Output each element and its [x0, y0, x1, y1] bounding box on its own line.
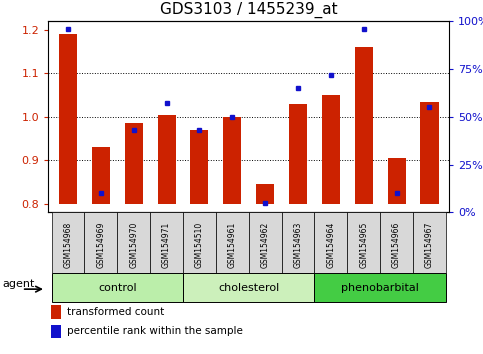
- Bar: [347, 212, 380, 273]
- Bar: [256, 184, 274, 204]
- Bar: [51, 306, 61, 319]
- Bar: [223, 117, 242, 204]
- Text: GSM154970: GSM154970: [129, 222, 138, 268]
- Text: GSM154510: GSM154510: [195, 222, 204, 268]
- Text: GSM154962: GSM154962: [261, 222, 270, 268]
- Bar: [117, 212, 150, 273]
- Text: GSM154963: GSM154963: [294, 222, 302, 268]
- Text: GSM154966: GSM154966: [392, 222, 401, 268]
- Bar: [59, 34, 77, 204]
- Bar: [92, 147, 110, 204]
- Text: percentile rank within the sample: percentile rank within the sample: [67, 326, 242, 337]
- Text: GSM154968: GSM154968: [64, 222, 72, 268]
- Bar: [413, 212, 446, 273]
- Text: transformed count: transformed count: [67, 307, 164, 317]
- Text: phenobarbital: phenobarbital: [341, 282, 419, 293]
- Text: cholesterol: cholesterol: [218, 282, 279, 293]
- Bar: [183, 273, 314, 302]
- Text: GSM154971: GSM154971: [162, 222, 171, 268]
- Bar: [52, 212, 85, 273]
- Text: agent: agent: [2, 279, 35, 289]
- Bar: [190, 130, 209, 204]
- Text: GSM154965: GSM154965: [359, 222, 368, 268]
- Bar: [282, 212, 314, 273]
- Bar: [157, 115, 176, 204]
- Bar: [51, 325, 61, 338]
- Title: GDS3103 / 1455239_at: GDS3103 / 1455239_at: [160, 2, 338, 18]
- Text: control: control: [98, 282, 137, 293]
- Bar: [52, 273, 183, 302]
- Bar: [216, 212, 249, 273]
- Bar: [249, 212, 282, 273]
- Bar: [380, 212, 413, 273]
- Text: GSM154967: GSM154967: [425, 222, 434, 268]
- Bar: [183, 212, 216, 273]
- Bar: [85, 212, 117, 273]
- Text: GSM154969: GSM154969: [97, 222, 105, 268]
- Bar: [387, 158, 406, 204]
- Text: GSM154961: GSM154961: [228, 222, 237, 268]
- Bar: [314, 212, 347, 273]
- Bar: [420, 102, 439, 204]
- Bar: [289, 104, 307, 204]
- Bar: [125, 123, 143, 204]
- Bar: [322, 95, 340, 204]
- Bar: [355, 47, 373, 204]
- Text: GSM154964: GSM154964: [327, 222, 335, 268]
- Bar: [314, 273, 446, 302]
- Bar: [150, 212, 183, 273]
